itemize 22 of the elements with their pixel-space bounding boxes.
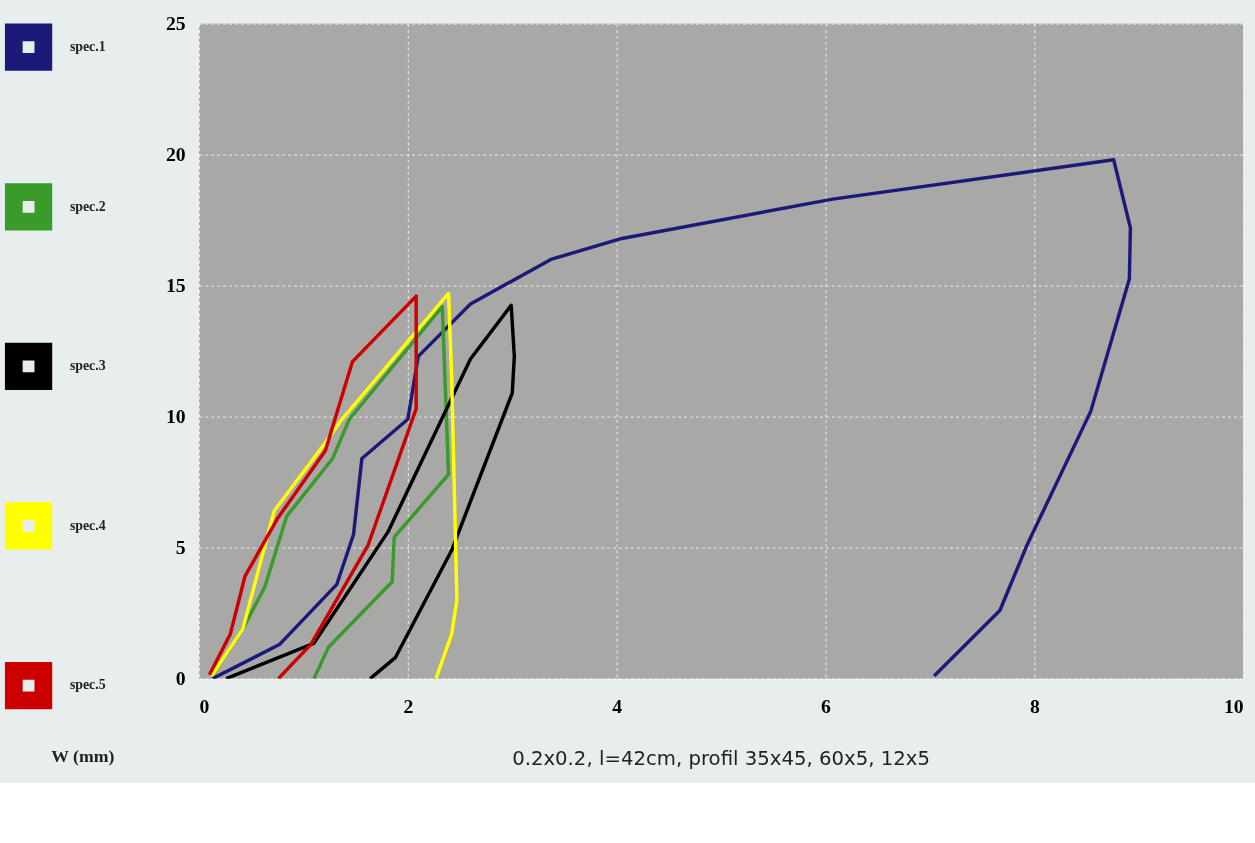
y-tick-label: 15 (166, 274, 186, 297)
legend-label: spec.2 (69, 198, 106, 214)
x-tick-label: 8 (1029, 694, 1040, 717)
x-tick-label: 6 (821, 694, 832, 717)
legend-label: spec.5 (69, 677, 106, 693)
text: W (mm) (51, 746, 115, 767)
line-series (207, 294, 418, 679)
line-series (210, 158, 1133, 679)
legend-label: spec.1 (69, 39, 106, 55)
x-tick-label: 0 (199, 694, 210, 717)
y-tick-label: 5 (175, 536, 186, 559)
x-tick-label: 4 (612, 694, 623, 717)
legend-label: spec.3 (69, 358, 106, 374)
legend-label: spec.4 (69, 517, 106, 533)
y-tick-label: 0 (175, 667, 186, 690)
y-tick-label: 20 (166, 142, 186, 165)
line-series (224, 303, 517, 679)
y-tick-label: 10 (166, 405, 186, 428)
text: 0.2x0.2, l=42cm, profil 35x45, 60x5, 12x5 (512, 747, 931, 771)
x-tick-label: 2 (403, 694, 414, 717)
y-tick-label: 25 (166, 11, 186, 34)
x-tick-label: 10 (1223, 694, 1244, 717)
